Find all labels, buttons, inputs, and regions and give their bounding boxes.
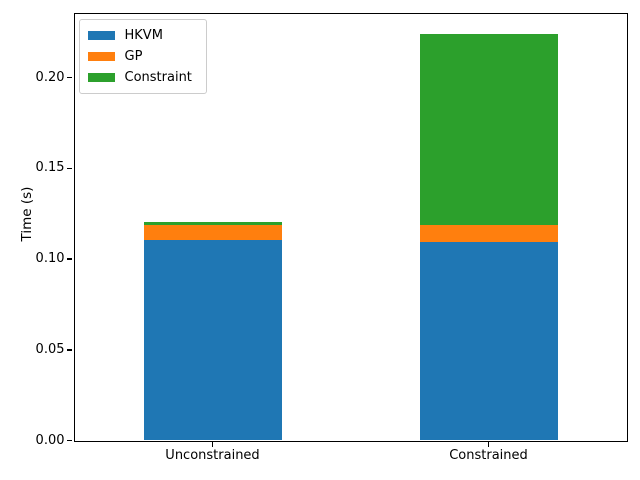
legend-entry-gp: GP (87, 46, 192, 67)
legend-color-patch (87, 30, 115, 40)
legend-entry-constraint: Constraint (87, 67, 192, 88)
bar-segment-gp-constrained (419, 224, 558, 242)
y-axis-label: Time (s) (19, 186, 35, 242)
legend-color-patch (87, 51, 115, 61)
y-tick-label: 0.15 (35, 160, 65, 176)
bar-segment-gp-unconstrained (143, 224, 282, 240)
legend-label: Constraint (124, 69, 192, 85)
legend-label: HKVM (124, 27, 163, 43)
bar-segment-hkvm-unconstrained (143, 239, 282, 441)
bar-segment-constraint-constrained (419, 34, 558, 225)
bar-segment-constraint-unconstrained (143, 221, 282, 225)
bar-segment-hkvm-constrained (419, 241, 558, 441)
y-tick-label: 0.10 (35, 251, 65, 267)
plot-area: 0.00 0.05 0.10 0.15 0.20 Unconstrained Constr… (36, 12, 628, 463)
legend: HKVM GP Constraint (78, 18, 207, 94)
x-tick-mark (211, 442, 214, 447)
x-tick-label: Constrained (449, 447, 528, 463)
y-tick-mark (66, 349, 72, 351)
legend-label: GP (124, 48, 143, 64)
y-tick-mark (66, 76, 72, 79)
y-tick-mark (66, 167, 72, 170)
legend-entry-hkvm: HKVM (87, 25, 192, 46)
legend-color-patch (87, 72, 115, 82)
y-tick-label: 0.20 (35, 69, 65, 85)
y-tick-label: 0.00 (35, 432, 65, 448)
x-tick-mark (487, 442, 490, 447)
y-tick-mark (66, 258, 72, 260)
y-tick-mark (66, 439, 72, 442)
y-tick-label: 0.05 (35, 341, 65, 357)
x-tick-label: Unconstrained (165, 447, 260, 463)
